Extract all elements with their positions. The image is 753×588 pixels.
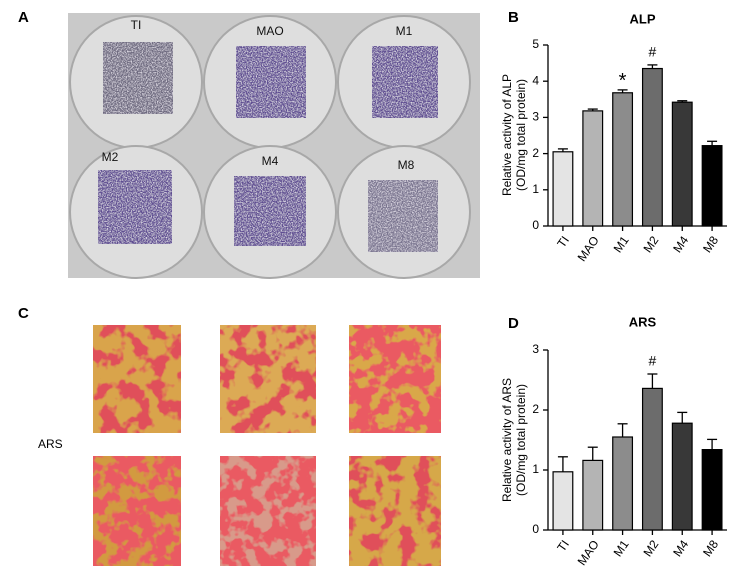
- bar: [612, 436, 634, 531]
- y-tick-label: 2: [532, 146, 539, 160]
- samples: [98, 42, 438, 252]
- y-tick-label: 5: [532, 37, 539, 51]
- well-label: TI: [131, 18, 142, 32]
- stain-photos: [93, 325, 441, 566]
- chart-title: ALP: [630, 11, 656, 26]
- y-tick-label: 2: [532, 402, 539, 416]
- annotation: #: [649, 353, 657, 369]
- stain-label: ARS: [38, 437, 63, 451]
- x-tick-label: M1: [611, 233, 632, 255]
- x-tick-label: M2: [640, 537, 661, 559]
- y-tick-label: 1: [532, 462, 539, 476]
- y-axis-label: Relative activity of ARS: [500, 378, 514, 502]
- panel-label: C: [18, 305, 29, 322]
- bar: [552, 151, 574, 227]
- bar: [701, 449, 723, 531]
- bar: [552, 471, 574, 531]
- well-label: MAO: [256, 24, 283, 38]
- x-tick-label: M8: [700, 233, 721, 255]
- y-tick-label: 0: [532, 522, 539, 536]
- bar: [671, 101, 693, 227]
- bar: [582, 459, 604, 531]
- bar: [582, 110, 604, 227]
- panel-label: D: [508, 315, 519, 332]
- chart-title: ARS: [629, 314, 657, 329]
- well-label: M2: [102, 150, 119, 164]
- x-tick-label: TI: [554, 538, 572, 555]
- y-tick-label: 3: [532, 342, 539, 356]
- panel-label: A: [18, 9, 29, 26]
- x-tick-label: MAO: [575, 234, 602, 264]
- x-tick-label: MAO: [575, 538, 602, 568]
- x-tick-label: M2: [640, 233, 661, 255]
- y-axis-label: (OD/mg total protein): [514, 79, 528, 191]
- annotation: *: [619, 70, 627, 92]
- bar: [641, 387, 663, 531]
- well-label: M1: [396, 24, 413, 38]
- panel-label: B: [508, 9, 519, 26]
- y-tick-label: 0: [532, 218, 539, 232]
- y-tick-label: 4: [532, 73, 539, 87]
- well-label: M8: [398, 158, 415, 172]
- x-tick-label: M1: [611, 537, 632, 559]
- annotation: #: [649, 44, 657, 60]
- y-axis-label: (OD/mg total protein): [514, 384, 528, 496]
- y-axis-label: Relative activity of ALP: [500, 74, 514, 196]
- y-tick-label: 3: [532, 110, 539, 124]
- bar: [641, 67, 663, 227]
- bar: [701, 145, 723, 227]
- x-tick-label: M4: [670, 233, 691, 255]
- well-label: M4: [262, 154, 279, 168]
- x-tick-label: M4: [670, 537, 691, 559]
- x-tick-label: TI: [554, 234, 572, 251]
- bar: [612, 92, 634, 227]
- bar: [671, 422, 693, 531]
- x-tick-label: M8: [700, 537, 721, 559]
- y-tick-label: 1: [532, 182, 539, 196]
